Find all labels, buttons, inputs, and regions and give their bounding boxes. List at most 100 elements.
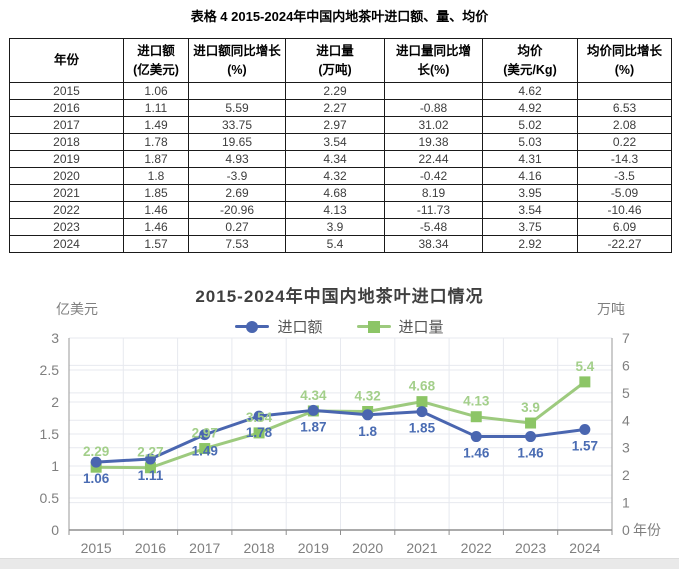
import-value-line (94, 408, 587, 464)
table-cell (384, 82, 483, 100)
table-cell: 4.62 (482, 82, 578, 100)
table-cell: 4.13 (285, 201, 385, 219)
table-cell: 1.46 (123, 201, 189, 219)
legend-line-icon (356, 320, 391, 333)
table-cell: 2.92 (482, 235, 578, 253)
table-cell: 2.97 (285, 116, 385, 134)
table-cell: 5.02 (482, 116, 578, 134)
table-cell: 1.49 (123, 116, 189, 134)
import-volume-point-marker (470, 411, 482, 423)
chart-text: 1.5 (40, 426, 60, 442)
table-cell: -22.27 (577, 235, 672, 253)
table-cell: -10.46 (577, 201, 672, 219)
table-row: 2021 1.85 2.69 4.68 8.19 3.95 -5.09 (9, 184, 672, 202)
table-cell: 19.38 (384, 133, 483, 151)
chart-text: 1 (622, 495, 630, 511)
table-cell: -0.42 (384, 167, 483, 185)
chart-plot-area: 0 0.5 1 1.5 2 2.5 3 0 1 2 3 4 5 6 7 年份 2015 2016 2017 2018 2… (40, 301, 661, 556)
table-cell: 1.06 (123, 82, 189, 100)
table-cell: 5.03 (482, 133, 578, 151)
import-value-data-label: 1.46 (463, 446, 490, 461)
import-value-data-label: 1.87 (300, 419, 326, 434)
table-cell: 2.29 (285, 82, 385, 100)
table-cell: 1.87 (123, 150, 189, 168)
import-volume-data-label: 3.54 (246, 410, 273, 425)
import-volume-data-label: 2.97 (192, 426, 218, 441)
import-value-point-marker (416, 406, 428, 418)
table-cell: 6.53 (577, 99, 672, 117)
table-cell: 2022 (9, 201, 124, 219)
import-volume-data-label: 4.34 (300, 388, 327, 403)
table-cell: 1.46 (123, 218, 189, 236)
table-cell: 38.34 (384, 235, 483, 253)
table-cell: 0.22 (577, 133, 672, 151)
table-cell: -14.3 (577, 150, 672, 168)
table-cell: 4.32 (285, 167, 385, 185)
column-header: 进口额 (亿美元) (123, 38, 189, 83)
chart-text: 0.5 (40, 490, 60, 506)
table-cell: -11.73 (384, 201, 483, 219)
table-cell: 1.85 (123, 184, 189, 202)
table-cell: 4.68 (285, 184, 385, 202)
import-chart: 2015-2024年中国内地茶叶进口情况 进口额 进口量 0 0.5 1 1.5 2 2.… (0, 270, 679, 558)
table-cell: 22.44 (384, 150, 483, 168)
table-cell: -3.9 (188, 167, 286, 185)
chart-text: 3 (51, 330, 59, 346)
chart-text: 7 (622, 330, 630, 346)
column-header: 进口量 (万吨) (285, 38, 385, 83)
import-value-point-marker (199, 429, 211, 441)
chart-text: 6 (622, 357, 630, 373)
legend-line-icon (235, 320, 270, 333)
import-table-head-row: 年份 进口额 (亿美元) 进口额同比增长 (%) 进口量 (万吨) 进口量同比增 长(%… (9, 38, 672, 83)
legend-label: 进口量 (398, 319, 444, 336)
table-cell: 4.34 (285, 150, 385, 168)
table-cell: 1.57 (123, 235, 189, 253)
import-value-data-label: 1.11 (138, 468, 164, 483)
import-value-point-marker (525, 431, 537, 443)
table-cell: 2.27 (285, 99, 385, 117)
table-cell: 2020 (9, 167, 124, 185)
chart-text: 2.5 (40, 362, 60, 378)
chart-text: 2016 (135, 540, 166, 556)
table-cell: 3.75 (482, 218, 578, 236)
import-value-data-label: 1.06 (83, 471, 110, 486)
table-cell: 5.4 (285, 235, 385, 253)
table-cell: 4.16 (482, 167, 578, 185)
chart-text: 2015 (81, 540, 112, 556)
table-cell: 7.53 (188, 235, 286, 253)
table-cell: 3.95 (482, 184, 578, 202)
import-value-point-marker (90, 456, 102, 468)
table-cell: -5.48 (384, 218, 483, 236)
table-cell: 3.9 (285, 218, 385, 236)
legend-item-import-value[interactable]: 进口额 (235, 316, 323, 337)
chart-text: 2020 (352, 540, 383, 556)
chart-text: 1 (51, 458, 59, 474)
column-header: 进口量同比增 长(%) (384, 38, 483, 83)
chart-title: 2015-2024年中国内地茶叶进口情况 (195, 287, 484, 306)
chart-text: 万吨 (597, 301, 625, 317)
table-row: 2017 1.49 33.75 2.97 31.02 5.02 2.08 (9, 116, 672, 134)
import-value-point-marker (470, 431, 482, 443)
table-cell: 4.92 (482, 99, 578, 117)
import-volume-point-marker (199, 443, 211, 455)
table-cell: 2018 (9, 133, 124, 151)
table-cell (577, 82, 672, 100)
table-row: 2024 1.57 7.53 5.4 38.34 2.92 -22.27 (9, 235, 672, 253)
import-value-point-marker (362, 409, 374, 421)
chart-text: 2023 (515, 540, 546, 556)
import-volume-data-label: 3.9 (521, 400, 540, 415)
table-cell: 2.08 (577, 116, 672, 134)
column-header: 进口额同比增长 (%) (188, 38, 286, 83)
chart-text: 2 (622, 467, 630, 483)
table-cell: -0.88 (384, 99, 483, 117)
table-cell: 33.75 (188, 116, 286, 134)
import-value-point-marker (579, 424, 591, 436)
chart-text: 2022 (461, 540, 492, 556)
legend-item-import-volume[interactable]: 进口量 (356, 316, 444, 337)
table-cell: 2016 (9, 99, 124, 117)
table-cell: 4.31 (482, 150, 578, 168)
import-value-data-label: 1.46 (517, 446, 544, 461)
legend-square-marker-icon (367, 320, 380, 333)
chart-text: 年份 (633, 522, 661, 538)
table-row: 2018 1.78 19.65 3.54 19.38 5.03 0.22 (9, 133, 672, 151)
